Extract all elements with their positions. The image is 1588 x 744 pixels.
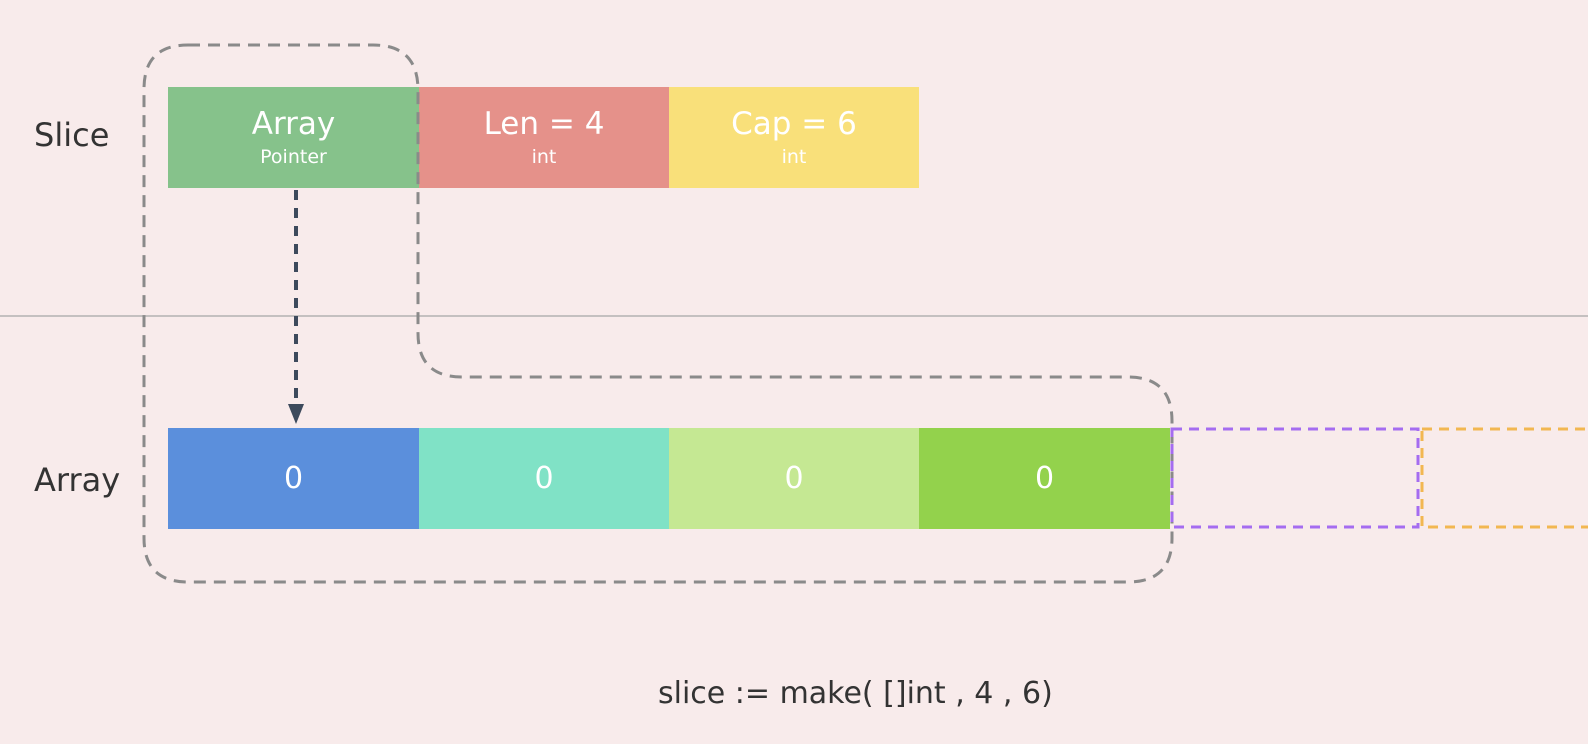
slice-field-cap: Cap = 6 int bbox=[669, 87, 919, 188]
capacity-slot bbox=[1420, 427, 1588, 529]
slice-field-name: Cap = 6 bbox=[731, 105, 857, 142]
slice-field-name: Len = 4 bbox=[483, 105, 605, 142]
slice-field-type: Pointer bbox=[260, 145, 327, 168]
memory-divider bbox=[0, 315, 1588, 317]
pointer-arrowhead bbox=[288, 404, 304, 424]
slice-field-type: int bbox=[531, 145, 557, 168]
array-cell: 0 bbox=[419, 428, 669, 529]
array-row-label: Array bbox=[34, 461, 121, 499]
slice-field-len: Len = 4 int bbox=[419, 87, 669, 188]
slice-row-label: Slice bbox=[34, 116, 110, 154]
array-cell: 0 bbox=[168, 428, 419, 529]
slice-field-name: Array bbox=[251, 105, 336, 142]
array-cell: 0 bbox=[669, 428, 919, 529]
capacity-slot bbox=[1170, 427, 1420, 529]
array-cell: 0 bbox=[919, 428, 1170, 529]
slice-field-array-pointer: Array Pointer bbox=[168, 87, 419, 188]
slice-field-type: int bbox=[781, 145, 807, 168]
slice-grouping-outline bbox=[142, 43, 1174, 584]
make-slice-code: slice := make( []int , 4 , 6) bbox=[658, 676, 1053, 711]
